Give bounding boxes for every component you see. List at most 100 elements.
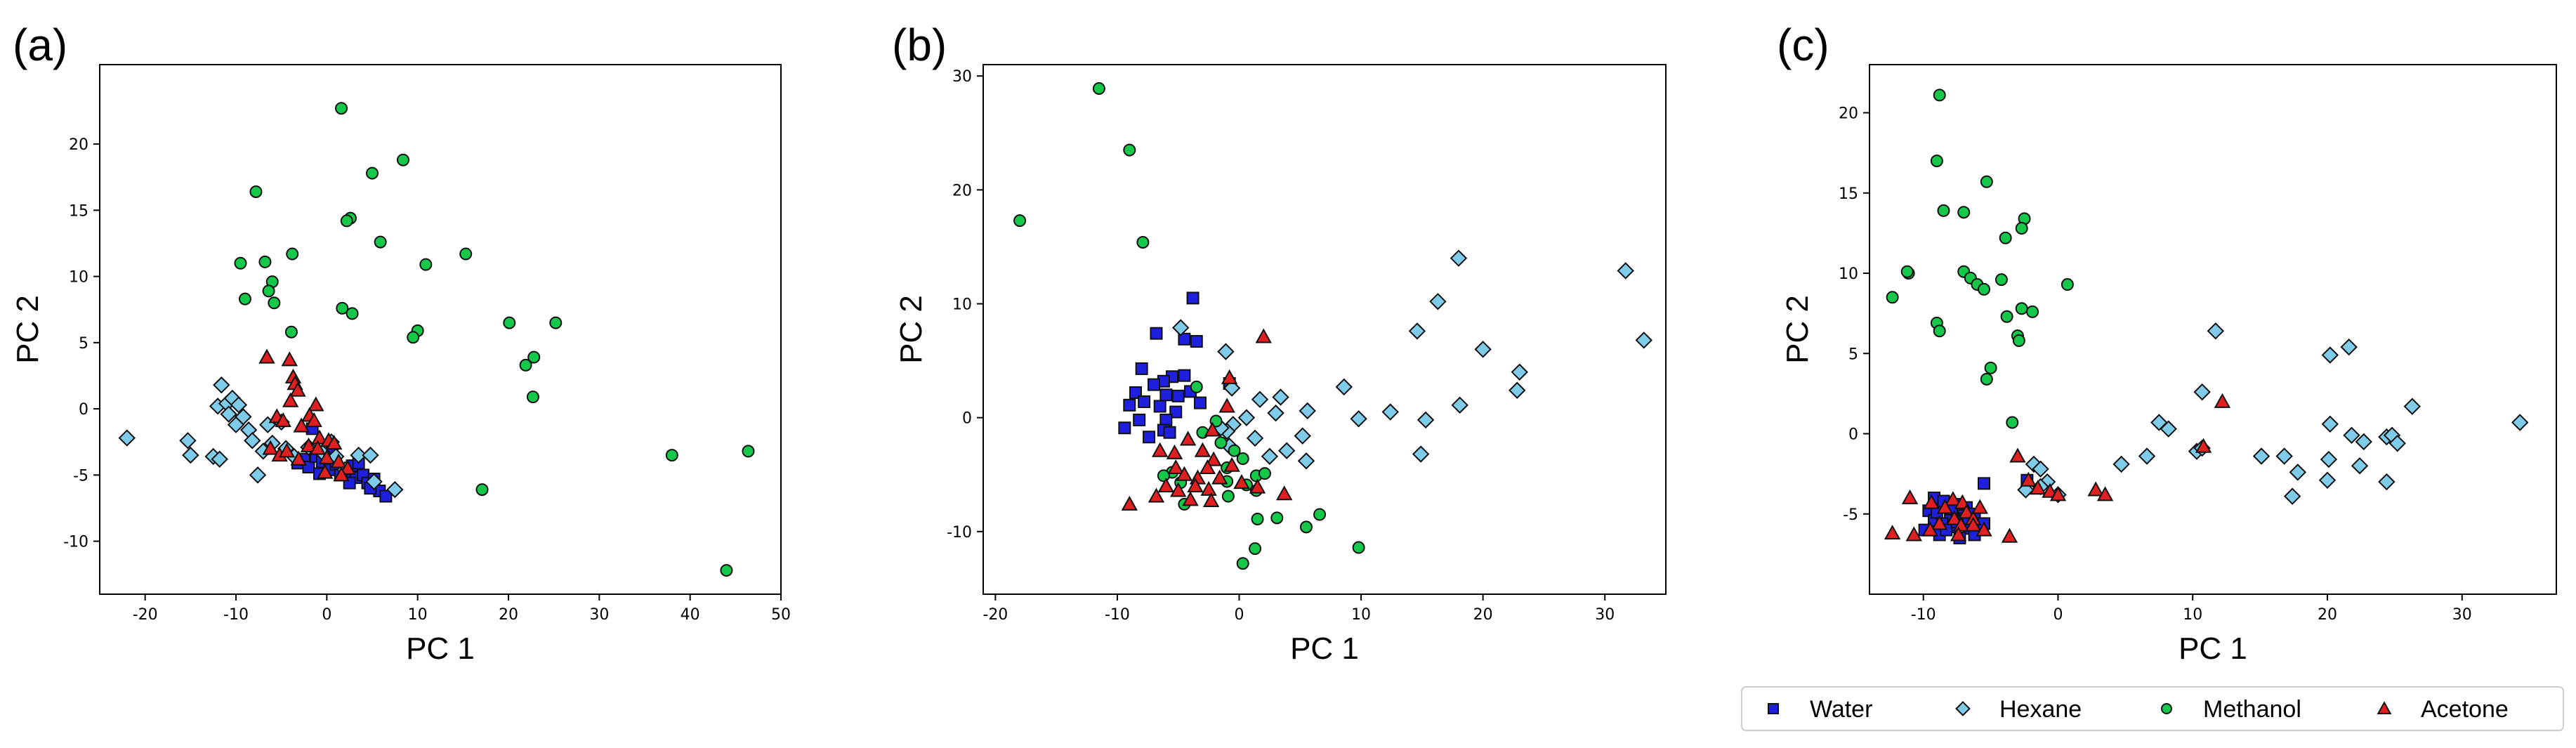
methanol-point bbox=[1249, 542, 1262, 556]
x-tick-label: -10 bbox=[1911, 606, 1936, 624]
acetone-point bbox=[282, 392, 299, 407]
methanol-point bbox=[407, 331, 420, 344]
acetone-point bbox=[309, 440, 327, 455]
acetone-point bbox=[1901, 489, 1919, 504]
hexane-point bbox=[2343, 426, 2360, 445]
x-tick-label: 30 bbox=[589, 606, 609, 624]
methanol-point bbox=[459, 247, 473, 261]
acetone-point bbox=[333, 466, 350, 482]
legend-label-methanol: Methanol bbox=[2203, 696, 2301, 723]
methanol-point bbox=[1995, 273, 2008, 287]
hexane-point bbox=[1451, 396, 1468, 414]
hexane-point bbox=[2017, 481, 2035, 499]
hexane-point bbox=[350, 446, 367, 464]
hexane-point bbox=[2193, 383, 2211, 401]
acetone-point bbox=[1950, 526, 1967, 542]
y-axis-label: PC 2 bbox=[1780, 295, 1815, 364]
hexane-point bbox=[1251, 391, 1269, 408]
y-axis-label: PC 2 bbox=[11, 295, 45, 364]
plot-frame bbox=[1869, 64, 2557, 595]
hexane-point bbox=[249, 466, 267, 484]
methanol-point bbox=[1236, 452, 1249, 466]
acetone-point bbox=[275, 412, 291, 428]
acetone-point bbox=[1205, 451, 1222, 466]
acetone-point bbox=[1276, 485, 1293, 501]
series-hexane bbox=[1171, 249, 1652, 470]
hexane-point bbox=[1450, 249, 1468, 267]
y-tick-label: 0 bbox=[1848, 426, 1858, 444]
water-point bbox=[1143, 431, 1156, 444]
methanol-point bbox=[1933, 88, 1946, 102]
acetone-point bbox=[330, 453, 347, 468]
methanol-point bbox=[346, 307, 359, 320]
hexane-point bbox=[118, 429, 136, 447]
y-tick-label: 0 bbox=[962, 410, 972, 428]
methanol-point bbox=[475, 483, 489, 497]
acetone-point bbox=[1884, 525, 1901, 540]
hexane-point bbox=[1267, 404, 1284, 422]
water-point bbox=[1186, 291, 1200, 305]
water-point bbox=[1193, 396, 1207, 409]
methanol-point bbox=[527, 350, 541, 364]
acetone-point bbox=[290, 450, 307, 466]
methanol-point bbox=[549, 316, 563, 329]
hexane-point bbox=[179, 432, 197, 450]
acetone-point bbox=[1187, 477, 1204, 492]
acetone-point bbox=[1233, 474, 1250, 490]
acetone-point bbox=[1958, 504, 1975, 519]
x-tick-label: 30 bbox=[1595, 606, 1615, 624]
acetone-point bbox=[1249, 478, 1266, 494]
hexane-point bbox=[1272, 388, 1289, 406]
x-tick-label: -20 bbox=[133, 606, 158, 624]
y-tick-label: 15 bbox=[69, 202, 88, 220]
hexane-point bbox=[1617, 262, 1634, 280]
hexane-point bbox=[386, 480, 404, 499]
acetone-point bbox=[1952, 516, 1970, 532]
methanol-point bbox=[1978, 282, 1990, 296]
y-axis-label: PC 2 bbox=[894, 295, 928, 364]
hexane-point bbox=[1417, 411, 1435, 429]
y-tick-label: -10 bbox=[63, 534, 88, 551]
acetone-point bbox=[2087, 481, 2104, 497]
acetone-point bbox=[281, 351, 298, 367]
y-tick-label: -10 bbox=[947, 524, 972, 542]
methanol-point bbox=[396, 153, 409, 166]
y-tick-label: 20 bbox=[1839, 105, 1858, 123]
y-tick-label: 15 bbox=[1839, 185, 1858, 203]
acetone-point bbox=[339, 459, 356, 475]
series-acetone bbox=[258, 348, 356, 482]
water-point bbox=[1150, 327, 1163, 340]
water-point bbox=[1148, 378, 1160, 391]
acetone-point bbox=[1211, 469, 1228, 485]
water-point bbox=[1138, 395, 1151, 408]
acetone-point bbox=[1199, 459, 1216, 475]
methanol-point bbox=[258, 255, 272, 268]
methanol-point bbox=[1984, 361, 1997, 374]
hexane-point bbox=[1261, 447, 1279, 466]
hexane-point bbox=[220, 405, 237, 423]
acetone-point bbox=[1905, 526, 1922, 542]
acetone-point bbox=[318, 449, 336, 464]
methanol-point bbox=[286, 247, 299, 261]
acetone-point bbox=[305, 412, 322, 428]
hexane-point bbox=[230, 396, 248, 414]
acetone-point bbox=[1202, 492, 1220, 508]
series-methanol bbox=[234, 102, 755, 577]
acetone-point bbox=[1121, 495, 1138, 511]
legend-label-water: Water bbox=[1810, 696, 1872, 723]
acetone-point bbox=[262, 440, 279, 455]
methanol-point bbox=[284, 325, 298, 339]
hexane-point bbox=[2321, 346, 2339, 364]
x-tick-label: 30 bbox=[2452, 606, 2472, 624]
hexane-point bbox=[2289, 464, 2307, 481]
acetone-point bbox=[1964, 516, 1982, 532]
methanol-point bbox=[340, 214, 353, 228]
scatter-panel-b: (b) -20 -10 0 10 20 30 -10 0 10 20 30 PC 1 PC 2 bbox=[892, 20, 1667, 666]
water-point bbox=[379, 490, 393, 503]
methanol-point bbox=[336, 301, 349, 315]
hexane-point bbox=[362, 446, 379, 464]
methanol-point bbox=[1352, 541, 1365, 554]
acetone-point bbox=[1923, 494, 1940, 509]
acetone-point bbox=[1176, 466, 1193, 481]
methanol-point bbox=[1214, 436, 1228, 450]
